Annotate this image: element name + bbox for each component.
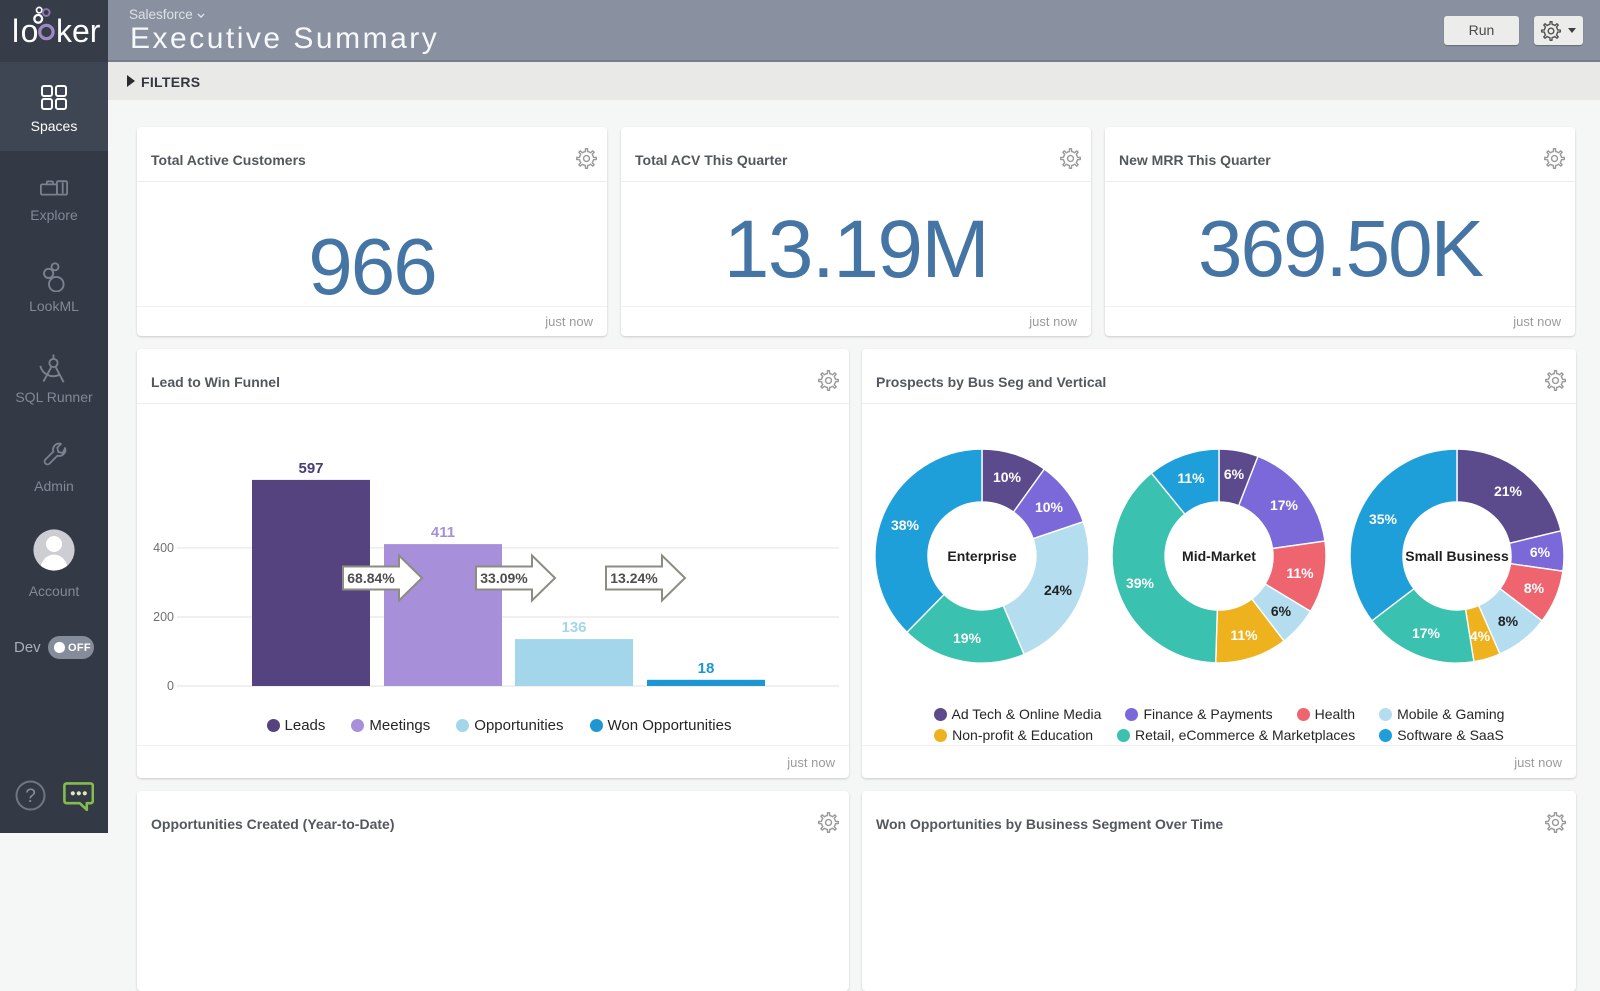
svg-text:597: 597 — [298, 460, 323, 477]
svg-text:200: 200 — [153, 610, 174, 624]
svg-text:11%: 11% — [1286, 565, 1314, 581]
svg-text:17%: 17% — [1270, 497, 1299, 513]
svg-text:68.84%: 68.84% — [347, 570, 395, 586]
svg-text:0: 0 — [167, 679, 174, 691]
svg-text:13.24%: 13.24% — [610, 570, 658, 586]
svg-text:6%: 6% — [1271, 603, 1292, 619]
svg-text:136: 136 — [561, 619, 586, 636]
svg-text:39%: 39% — [1126, 575, 1155, 591]
svg-text:21%: 21% — [1494, 483, 1523, 499]
svg-text:11%: 11% — [1177, 470, 1205, 486]
svg-text:24%: 24% — [1044, 582, 1073, 598]
svg-text:38%: 38% — [891, 517, 920, 533]
svg-text:ker: ker — [56, 13, 101, 49]
svg-text:6%: 6% — [1224, 466, 1245, 482]
svg-text:18: 18 — [698, 660, 715, 677]
svg-text:lo: lo — [12, 13, 40, 49]
svg-text:Small Business: Small Business — [1405, 548, 1509, 564]
svg-text:10%: 10% — [1035, 499, 1064, 515]
svg-text:400: 400 — [153, 541, 174, 555]
svg-text:Enterprise: Enterprise — [947, 548, 1016, 564]
svg-text:4%: 4% — [1470, 628, 1491, 644]
svg-text:33.09%: 33.09% — [480, 570, 528, 586]
svg-text:6%: 6% — [1530, 544, 1551, 560]
svg-text:411: 411 — [431, 524, 455, 541]
svg-text:35%: 35% — [1369, 511, 1398, 527]
svg-text:17%: 17% — [1412, 625, 1441, 641]
svg-text:10%: 10% — [993, 469, 1022, 485]
svg-text:?: ? — [25, 786, 36, 807]
svg-text:8%: 8% — [1498, 613, 1519, 629]
svg-text:19%: 19% — [953, 630, 982, 646]
svg-text:Mid-Market: Mid-Market — [1182, 548, 1256, 564]
svg-text:8%: 8% — [1524, 580, 1545, 596]
svg-text:11%: 11% — [1230, 627, 1258, 643]
